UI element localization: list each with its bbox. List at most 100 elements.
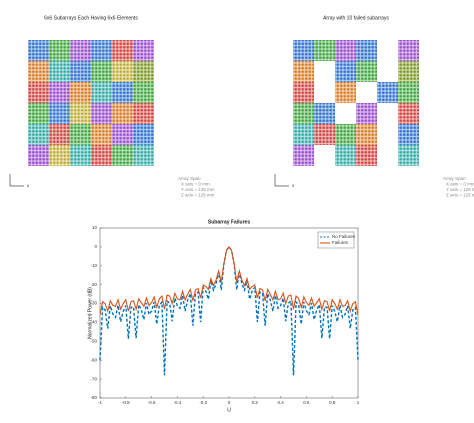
series-line bbox=[99, 245, 359, 376]
array-title: 6x6 Subarrays Each Having 6x6 Elements bbox=[44, 15, 138, 21]
subarray-elements bbox=[356, 103, 377, 124]
subarray-elements bbox=[70, 103, 91, 124]
subarray-elements bbox=[28, 40, 49, 61]
subarray-elements bbox=[112, 145, 133, 166]
x-tick-label: 0.4 bbox=[277, 400, 284, 405]
subarray-elements bbox=[133, 103, 154, 124]
subarray-elements bbox=[49, 103, 70, 124]
subarray-elements bbox=[112, 61, 133, 82]
subarray-elements bbox=[335, 145, 356, 166]
subarray-elements bbox=[91, 82, 112, 103]
plot-area bbox=[99, 227, 359, 399]
subarray-elements bbox=[356, 145, 377, 166]
y-tick-label: -40 bbox=[90, 320, 97, 325]
x-tick-label: -0.8 bbox=[122, 400, 130, 405]
subarray-elements bbox=[377, 82, 398, 103]
subarray-elements bbox=[70, 145, 91, 166]
x-axis-label: U bbox=[227, 407, 231, 413]
subarray-elements bbox=[335, 40, 356, 61]
subarray-elements bbox=[112, 82, 133, 103]
subarray-elements bbox=[335, 124, 356, 145]
subarray-elements bbox=[91, 40, 112, 61]
subarray-elements bbox=[335, 82, 356, 103]
y-tick-label: -70 bbox=[90, 376, 97, 381]
subarray-elements bbox=[28, 82, 49, 103]
x-tick-label: 0.2 bbox=[252, 400, 259, 405]
subarray-elements bbox=[356, 124, 377, 145]
triad-label: x bbox=[292, 183, 295, 188]
subarray-elements bbox=[356, 61, 377, 82]
subarray-elements bbox=[335, 61, 356, 82]
subarray-elements bbox=[314, 103, 335, 124]
subarray-elements bbox=[49, 124, 70, 145]
subarray-elements bbox=[293, 103, 314, 124]
array-span-note: X axis = 0 mm bbox=[446, 182, 474, 187]
y-tick-label: -50 bbox=[90, 339, 97, 344]
series-line bbox=[99, 245, 359, 315]
subarray-elements bbox=[133, 82, 154, 103]
subarray-elements bbox=[91, 145, 112, 166]
subarray-elements bbox=[70, 40, 91, 61]
subarray-elements bbox=[133, 40, 154, 61]
subarray-elements bbox=[398, 40, 419, 61]
x-tick-label: -0.2 bbox=[199, 400, 207, 405]
subarray-elements bbox=[49, 82, 70, 103]
array-span-note: Y axis = 125 mm bbox=[446, 187, 474, 192]
subarray-elements bbox=[398, 103, 419, 124]
array-span-note: Array Span: bbox=[178, 176, 202, 181]
subarray-elements bbox=[293, 40, 314, 61]
subarray-elements bbox=[70, 82, 91, 103]
legend-label: No Failures bbox=[332, 234, 356, 239]
subarray-elements bbox=[133, 61, 154, 82]
triad-label: x bbox=[27, 183, 30, 188]
subarray-elements bbox=[70, 61, 91, 82]
y-tick-label: -30 bbox=[90, 301, 97, 306]
subarray-elements bbox=[293, 145, 314, 166]
legend-box bbox=[317, 231, 355, 249]
x-tick-label: 0.6 bbox=[303, 400, 310, 405]
subarray-elements bbox=[293, 61, 314, 82]
subarray-elements bbox=[49, 145, 70, 166]
x-tick-label: 0 bbox=[228, 400, 231, 405]
array-span-note: Y axis = 125 mm bbox=[181, 187, 215, 192]
array-title: Array with 10 failed subarrays bbox=[323, 15, 389, 21]
subarray-elements bbox=[112, 124, 133, 145]
subarray-elements bbox=[91, 103, 112, 124]
y-tick-label: -10 bbox=[90, 263, 97, 268]
subarray-elements bbox=[70, 124, 91, 145]
subarray-elements bbox=[28, 124, 49, 145]
subarray-elements bbox=[356, 40, 377, 61]
array-span-note: Z axis = 125 mm bbox=[181, 193, 215, 198]
x-tick-label: 0.8 bbox=[329, 400, 336, 405]
subarray-elements bbox=[91, 61, 112, 82]
subarray-elements bbox=[28, 103, 49, 124]
legend-label: Failures bbox=[332, 240, 349, 245]
subarray-elements bbox=[398, 61, 419, 82]
subarray-elements bbox=[398, 124, 419, 145]
y-tick-label: -60 bbox=[90, 357, 97, 362]
subarray-elements bbox=[293, 82, 314, 103]
y-tick-label: 0 bbox=[94, 244, 97, 249]
subarray-elements bbox=[91, 124, 112, 145]
subarray-elements bbox=[314, 40, 335, 61]
subarray-elements bbox=[112, 103, 133, 124]
y-tick-label: 10 bbox=[92, 225, 98, 230]
subarray-elements bbox=[398, 145, 419, 166]
subarray-elements bbox=[112, 40, 133, 61]
subarray-elements bbox=[133, 145, 154, 166]
subarray-elements bbox=[49, 61, 70, 82]
x-tick-label: -0.6 bbox=[148, 400, 156, 405]
subarray-elements bbox=[314, 124, 335, 145]
subarray-elements bbox=[28, 61, 49, 82]
array-span-note: Array Span: bbox=[443, 176, 467, 181]
array-span-note: Z axis = 125 mm bbox=[446, 193, 474, 198]
x-tick-label: 1 bbox=[357, 400, 360, 405]
subarray-elements bbox=[28, 145, 49, 166]
y-tick-label: -80 bbox=[90, 395, 97, 400]
chart-title: Subarray Failures bbox=[208, 219, 250, 225]
x-tick-label: -1 bbox=[98, 400, 102, 405]
x-tick-label: -0.4 bbox=[174, 400, 182, 405]
y-tick-label: -20 bbox=[90, 282, 97, 287]
subarray-elements bbox=[133, 124, 154, 145]
